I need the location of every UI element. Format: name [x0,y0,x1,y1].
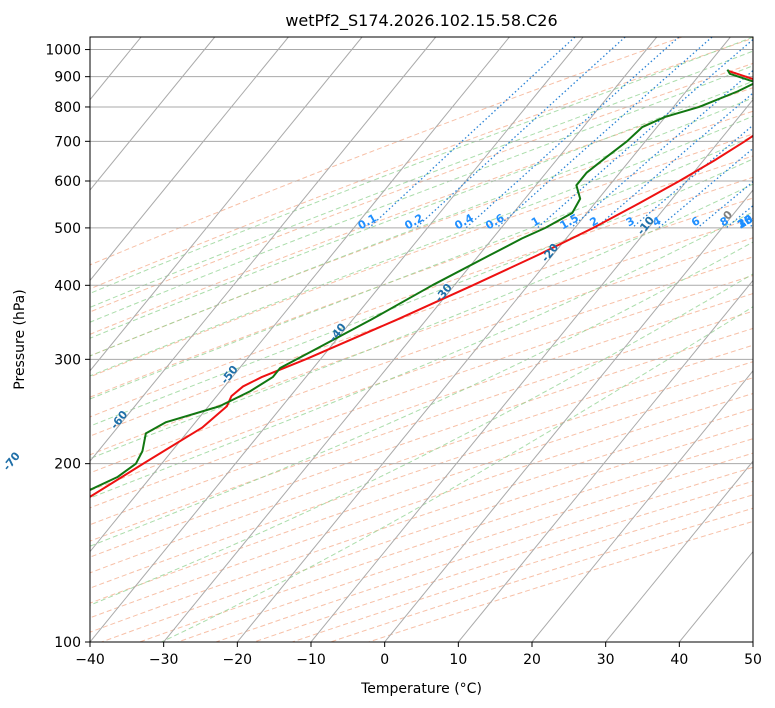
isotherm-line [90,37,216,191]
isotherm-line [0,37,67,642]
isotherm-line [90,37,289,282]
dry-adiabat [90,37,683,266]
x-tick-label: 50 [744,652,762,668]
moist-adiabat [90,135,753,400]
isotherm-line [384,189,753,642]
moist-adiabat [90,50,753,308]
isotherm-line [163,37,658,642]
mixing-ratio-line [595,92,753,229]
plot-background [90,37,753,642]
dry-adiabat [90,392,753,619]
x-tick-label: −30 [149,652,179,668]
y-tick-label: 700 [54,134,81,150]
dry-adiabat [90,256,753,492]
plot-frame [89,36,754,643]
moist-adiabat [90,158,753,427]
x-tick-label: −40 [75,652,105,668]
y-tick-label: 300 [54,352,81,368]
isotherm-line [90,37,510,553]
isotherm-line [90,37,363,372]
y-tick-label: 900 [54,70,81,86]
y-tick-label: 800 [54,100,81,116]
x-tick-label: −20 [223,652,253,668]
moist-adiabat [90,65,753,323]
y-tick-label: 400 [54,278,81,294]
dry-adiabat [90,37,753,290]
y-tick-label: 600 [54,174,81,190]
isotherm-line [310,98,753,642]
dry-adiabat [90,361,753,589]
dry-adiabat [90,274,753,509]
temperature-line [90,70,753,498]
sounding-series [90,69,753,498]
dry-adiabat [90,377,753,604]
moist-adiabat [90,241,753,547]
isotherm-line [90,37,584,642]
mixing-ratio-line [368,37,576,229]
axes: −40 −30 −20 −10 0 10 20 30 40 50 100 200 300 400 500 60… [45,43,762,668]
x-tick-label: 0 [380,652,389,668]
mixing-ratio-line [631,124,753,229]
dry-adiabat [90,310,753,542]
moist-adiabat [90,80,753,339]
isotherm-line [90,37,437,463]
moist-adiabat [161,306,753,642]
y-tick-label: 500 [54,221,81,237]
background-lines [0,37,753,642]
mixing-ratio-line [415,37,626,229]
mixing-ratio-line [697,180,753,229]
x-tick-label: −10 [296,652,326,668]
mixing-ratio-line [465,37,680,229]
x-tick-label: 40 [670,652,688,668]
y-tick-label: 200 [54,457,81,473]
mixing-ratio-line [570,69,753,229]
mixing-ratio-line [536,38,753,229]
x-tick-label: 20 [523,652,541,668]
dry-adiabat [90,133,753,378]
dry-adiabat [90,155,753,398]
dry-adiabat [90,293,753,526]
dry-adiabat [90,344,753,574]
y-axis-title: Pressure (hPa) [12,289,28,389]
isotherm-line [531,370,753,642]
isotherm-line [752,641,753,642]
dewpoint-line [90,69,753,491]
isotherm-label: -70 [0,449,23,473]
isotherm-line [236,37,731,642]
isotherm-line [605,460,753,642]
x-tick-label: 10 [449,652,467,668]
x-axis-title: Temperature (°C) [360,681,482,697]
chart-title: wetPf2_S174.2026.102.15.58.C26 [285,11,557,31]
x-tick-label: 30 [597,652,615,668]
dry-adiabat [90,327,753,558]
y-tick-label: 1000 [45,43,81,59]
moist-adiabat [90,183,753,460]
y-tick-label: 100 [54,635,81,651]
isotherm-line [457,279,753,642]
